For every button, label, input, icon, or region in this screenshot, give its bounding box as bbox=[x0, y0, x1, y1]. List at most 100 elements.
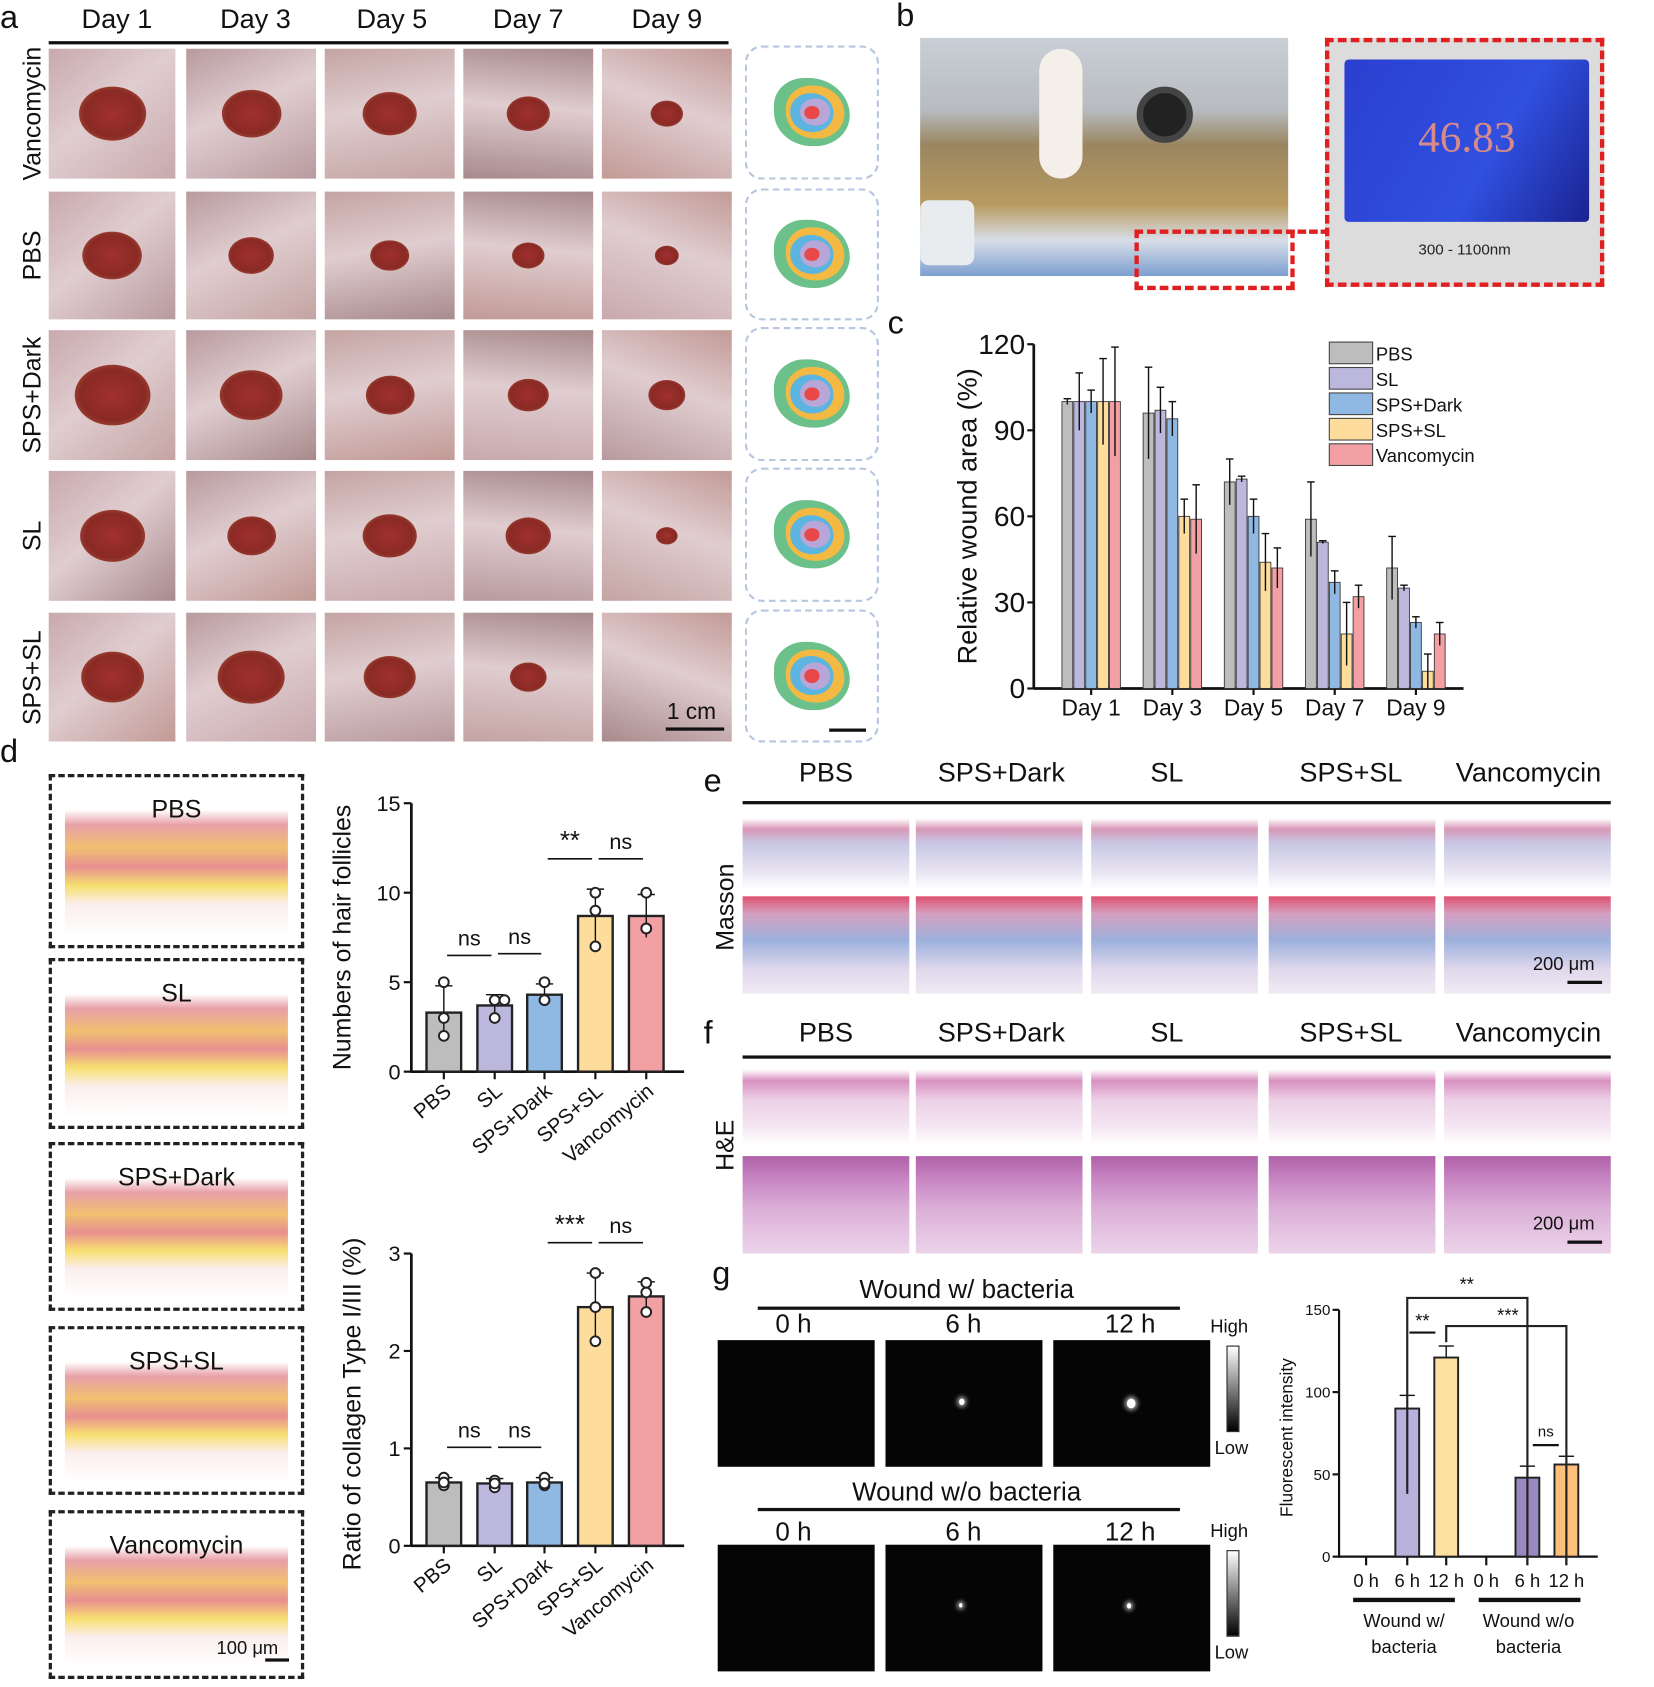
histology-high-mag bbox=[742, 896, 910, 994]
histology-low-mag bbox=[1444, 1069, 1611, 1146]
wound bbox=[363, 656, 416, 698]
wound bbox=[74, 364, 150, 426]
title-divider bbox=[757, 1306, 1180, 1310]
histology-label: SL bbox=[161, 978, 192, 1007]
group-header: Vancomycin bbox=[1455, 1017, 1602, 1048]
bar bbox=[1328, 581, 1341, 689]
data-point bbox=[538, 1477, 551, 1490]
wound-photo bbox=[601, 48, 732, 179]
fluorescence-spot bbox=[959, 1603, 963, 1608]
colorbar-high: High bbox=[1210, 1520, 1249, 1542]
header-divider bbox=[48, 41, 729, 45]
data-point bbox=[589, 904, 602, 917]
histology-label: Vancomycin bbox=[109, 1530, 244, 1559]
x-tick-label: Day 7 bbox=[1305, 695, 1364, 721]
histology-low-mag bbox=[742, 818, 910, 890]
wound bbox=[80, 651, 144, 703]
data-point bbox=[589, 886, 602, 899]
group-header: SL bbox=[1150, 1017, 1184, 1048]
group-header: Vancomycin bbox=[1455, 757, 1602, 789]
trace-layer bbox=[804, 669, 820, 683]
histology-high-mag bbox=[1268, 896, 1436, 994]
significance-label: ns bbox=[508, 924, 531, 949]
bar bbox=[1061, 401, 1074, 689]
trace-scale-bar bbox=[829, 728, 866, 732]
group-label: Wound w/bacteria bbox=[1363, 1610, 1445, 1657]
bar bbox=[1223, 481, 1236, 689]
y-tick-label: 60 bbox=[994, 501, 1025, 532]
group-header: PBS bbox=[798, 757, 854, 789]
fluorescence-spot bbox=[1126, 1603, 1132, 1609]
wound-trace-box bbox=[744, 188, 879, 321]
colorbar-high: High bbox=[1210, 1316, 1249, 1337]
wound-photo bbox=[48, 191, 176, 320]
row-title: Wound w/o bacteria bbox=[852, 1477, 1082, 1507]
wound bbox=[655, 527, 678, 545]
histology-low-mag bbox=[1268, 1069, 1436, 1146]
wound bbox=[82, 231, 142, 280]
highlight-box bbox=[1134, 229, 1295, 291]
day-header: Day 7 bbox=[492, 4, 564, 35]
group-label-line: Wound w/ bbox=[1363, 1610, 1445, 1631]
sirius-red-image bbox=[64, 1361, 288, 1484]
bar bbox=[1178, 515, 1191, 689]
legend-swatch bbox=[1328, 341, 1374, 365]
legend-label: SPS+Dark bbox=[1376, 394, 1463, 415]
significance-bracket bbox=[1406, 1296, 1529, 1565]
histology-low-mag bbox=[1444, 818, 1611, 890]
histology-high-mag bbox=[1444, 896, 1611, 994]
day-header: Day 3 bbox=[220, 4, 291, 35]
scale-bar-line bbox=[1567, 980, 1603, 984]
significance-label: ** bbox=[560, 825, 580, 855]
wound bbox=[506, 96, 550, 131]
histology-high-mag bbox=[742, 1156, 910, 1254]
trace-layer bbox=[804, 105, 820, 120]
bottle bbox=[920, 200, 975, 266]
data-point bbox=[640, 922, 653, 935]
group-header: SL bbox=[1150, 757, 1184, 789]
bar bbox=[1247, 515, 1260, 689]
wound bbox=[221, 89, 281, 138]
histology-low-mag bbox=[1268, 818, 1436, 890]
time-label: 6 h bbox=[945, 1309, 982, 1340]
colorbar-low: Low bbox=[1214, 1642, 1249, 1663]
wound-trace-box bbox=[744, 467, 879, 602]
day-header: Day 9 bbox=[631, 4, 703, 35]
data-point bbox=[437, 1030, 450, 1042]
data-point bbox=[538, 976, 551, 989]
y-tick-label: 150 bbox=[1305, 1302, 1330, 1319]
scale-bar-label: 1 cm bbox=[666, 699, 717, 725]
fluorescence-image bbox=[885, 1340, 1043, 1467]
wound bbox=[654, 245, 679, 265]
wound bbox=[217, 650, 285, 704]
x-tick-label: 0 h bbox=[1353, 1570, 1379, 1591]
data-point bbox=[640, 1286, 653, 1299]
trace-layer bbox=[804, 387, 820, 401]
legend-label: SPS+SL bbox=[1376, 420, 1446, 441]
scale-bar-label: 200 μm bbox=[1532, 953, 1595, 975]
scale-bar-line bbox=[1567, 1240, 1603, 1244]
wound-photo bbox=[324, 330, 455, 461]
legend-swatch bbox=[1328, 392, 1374, 416]
wound bbox=[648, 380, 686, 410]
data-point bbox=[589, 940, 602, 953]
wound bbox=[362, 514, 417, 558]
significance-label: ns bbox=[609, 829, 632, 854]
meter-range: 300 - 1100nm bbox=[1418, 240, 1511, 258]
legend-swatch bbox=[1328, 443, 1374, 467]
group-label-line: bacteria bbox=[1496, 1636, 1562, 1657]
y-tick-label: 120 bbox=[978, 329, 1025, 360]
wound-photo bbox=[186, 612, 317, 742]
y-tick-label: 2 bbox=[388, 1339, 400, 1364]
x-tick-label: Day 9 bbox=[1386, 695, 1445, 721]
bar bbox=[1154, 409, 1167, 689]
colorbar bbox=[1226, 1345, 1240, 1433]
bar bbox=[1316, 541, 1329, 689]
meter-zoom: 46.83 300 - 1100nm bbox=[1324, 37, 1605, 287]
histology-high-mag bbox=[915, 1156, 1083, 1254]
colorbar-low: Low bbox=[1214, 1437, 1249, 1459]
bar bbox=[1410, 622, 1422, 689]
histology-box: SPS+SL bbox=[48, 1326, 305, 1495]
y-tick-label: 90 bbox=[994, 415, 1025, 446]
